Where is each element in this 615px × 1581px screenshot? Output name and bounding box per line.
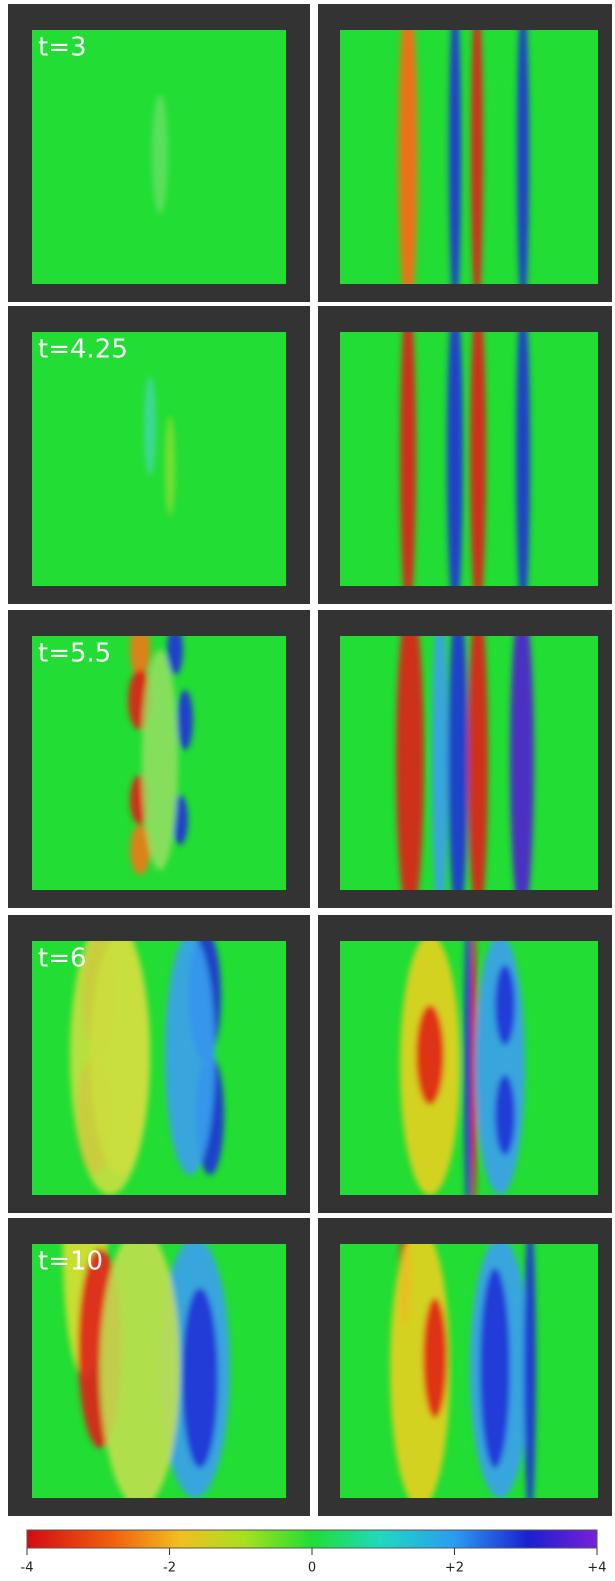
field-bg bbox=[340, 1244, 598, 1498]
pattern bbox=[524, 1244, 536, 1498]
field-bg bbox=[340, 30, 598, 284]
pattern bbox=[398, 30, 418, 284]
field bbox=[340, 332, 598, 586]
field bbox=[32, 636, 286, 890]
pattern bbox=[142, 650, 178, 870]
pattern bbox=[130, 636, 150, 680]
field bbox=[340, 30, 598, 284]
pattern bbox=[165, 941, 215, 1175]
colorbar-tick-label: 0 bbox=[308, 1561, 316, 1576]
field-pattern bbox=[390, 1244, 536, 1498]
pattern bbox=[510, 636, 534, 890]
pattern bbox=[416, 1005, 444, 1105]
field-pattern bbox=[152, 94, 168, 214]
field-pattern bbox=[400, 332, 530, 586]
pattern bbox=[470, 332, 486, 586]
field-pattern bbox=[398, 30, 529, 284]
pattern bbox=[70, 941, 150, 1195]
pattern bbox=[449, 30, 461, 284]
time-label: t=5.5 bbox=[38, 639, 111, 669]
pattern bbox=[423, 1298, 447, 1418]
field-bg bbox=[32, 332, 286, 586]
pattern bbox=[517, 30, 529, 284]
field-pattern bbox=[396, 636, 534, 890]
pattern bbox=[480, 1268, 510, 1468]
field bbox=[340, 941, 598, 1195]
time-label: t=3 bbox=[38, 33, 87, 63]
pattern bbox=[495, 1075, 515, 1155]
pattern bbox=[396, 636, 424, 890]
pattern bbox=[100, 1244, 180, 1498]
colorbar-tick-label: +2 bbox=[445, 1561, 464, 1576]
colorbar-tick-label: -2 bbox=[163, 1561, 176, 1576]
colorbar-tick-label: +4 bbox=[587, 1561, 606, 1576]
colorbar bbox=[26, 1529, 598, 1549]
time-label: t=4.25 bbox=[38, 335, 128, 365]
pattern bbox=[468, 636, 488, 890]
field bbox=[340, 1244, 598, 1498]
field bbox=[340, 636, 598, 890]
pattern bbox=[495, 965, 515, 1045]
pattern bbox=[471, 941, 477, 1195]
field bbox=[32, 1244, 286, 1498]
field-bg bbox=[340, 332, 598, 586]
field-pattern bbox=[70, 941, 224, 1195]
time-label: t=6 bbox=[38, 944, 87, 974]
field bbox=[32, 30, 286, 284]
pattern bbox=[130, 825, 150, 875]
pattern bbox=[448, 636, 468, 890]
pattern bbox=[165, 416, 175, 516]
field-pattern bbox=[63, 1244, 230, 1498]
pattern bbox=[152, 94, 168, 214]
colorbar-tick-label: -4 bbox=[21, 1561, 34, 1576]
field-pattern bbox=[128, 636, 193, 875]
pattern bbox=[182, 1288, 218, 1468]
field bbox=[32, 332, 286, 586]
pattern bbox=[447, 332, 463, 586]
pattern bbox=[177, 690, 193, 750]
pattern bbox=[516, 332, 530, 586]
pattern bbox=[144, 376, 156, 476]
pattern bbox=[167, 636, 183, 675]
pattern bbox=[432, 636, 448, 890]
field-bg bbox=[32, 941, 286, 1195]
field bbox=[32, 941, 286, 1195]
time-label: t=10 bbox=[38, 1247, 103, 1277]
pattern bbox=[464, 941, 472, 1195]
pattern bbox=[400, 332, 416, 586]
field-pattern bbox=[144, 376, 175, 516]
pattern bbox=[471, 30, 483, 284]
field-pattern bbox=[400, 941, 525, 1195]
